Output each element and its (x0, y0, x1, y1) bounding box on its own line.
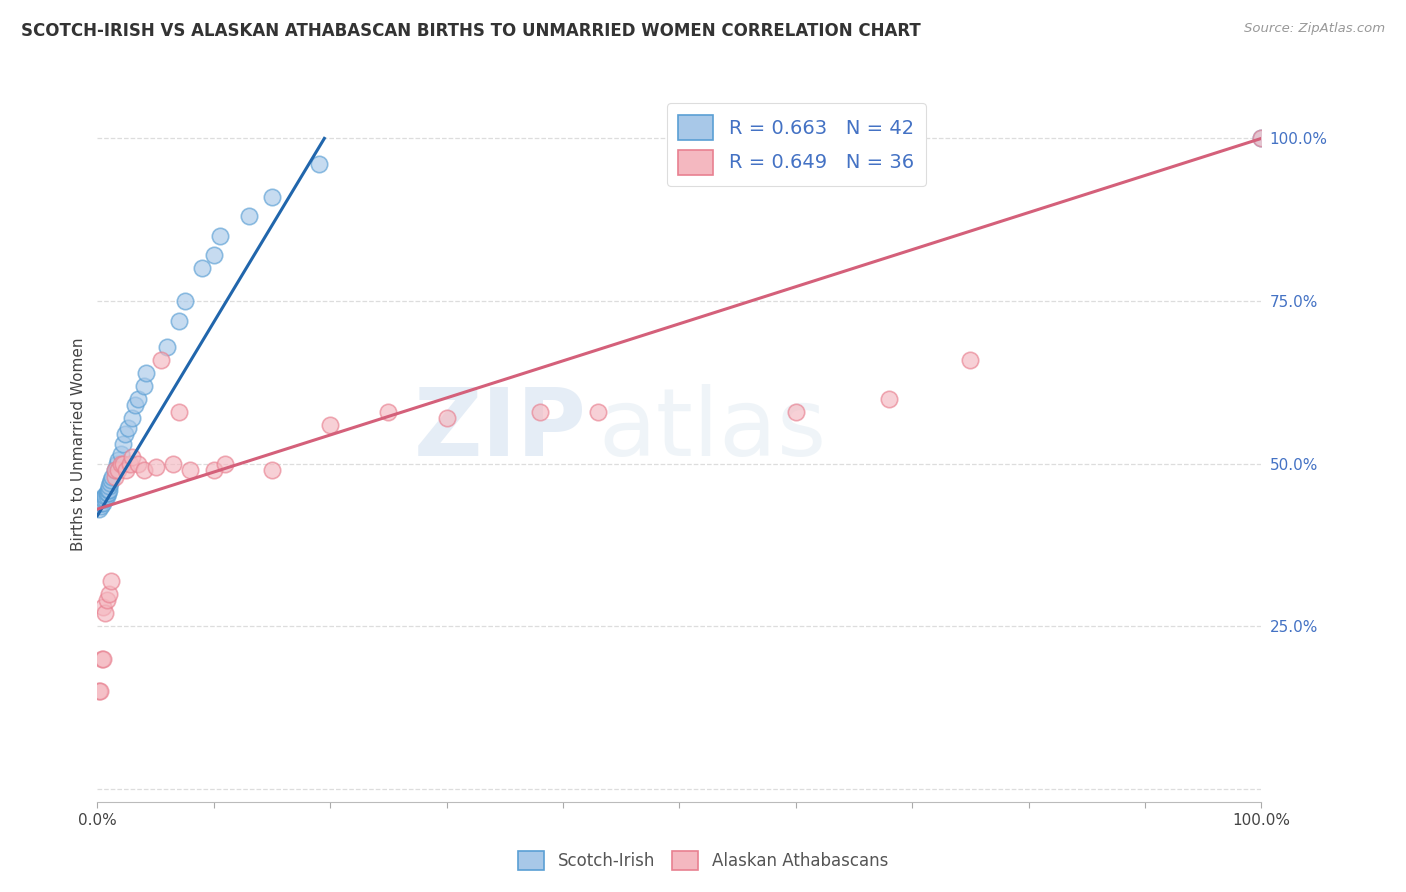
Point (436, 411, 458, 425)
Point (115, 463, 138, 477)
Point (121, 411, 143, 425)
Point (98, 483, 121, 497)
Point (260, 463, 283, 477)
Point (111, 437, 134, 451)
Point (91, 492, 114, 507)
Point (94, 492, 117, 507)
Point (104, 469, 127, 483)
Point (319, 417, 342, 432)
Point (124, 398, 146, 412)
Legend: R = 0.663   N = 42, R = 0.649   N = 36: R = 0.663 N = 42, R = 0.649 N = 36 (666, 103, 925, 186)
Text: ZIP: ZIP (413, 384, 586, 475)
Point (167, 404, 190, 418)
Point (202, 463, 225, 477)
Point (96, 593, 118, 607)
Point (167, 313, 190, 327)
Point (111, 457, 134, 471)
Point (98, 476, 121, 491)
Point (150, 352, 173, 367)
Point (145, 459, 167, 474)
Point (87, 684, 110, 698)
Y-axis label: Births to Unmarried Women: Births to Unmarried Women (72, 337, 86, 551)
Point (104, 463, 127, 477)
Point (529, 404, 551, 418)
Point (173, 293, 195, 308)
Point (87, 495, 110, 509)
Point (118, 457, 141, 471)
Point (1250, 131, 1272, 145)
Point (105, 457, 128, 471)
Point (132, 378, 155, 392)
Point (162, 457, 184, 471)
Point (238, 210, 260, 224)
Point (101, 469, 124, 483)
Point (586, 404, 609, 418)
Point (110, 457, 132, 471)
Point (98, 587, 121, 601)
Point (91, 599, 114, 614)
Point (377, 404, 399, 418)
Point (94, 489, 117, 503)
Point (877, 392, 900, 406)
Point (208, 229, 231, 244)
Point (785, 404, 807, 418)
Text: Source: ZipAtlas.com: Source: ZipAtlas.com (1244, 22, 1385, 36)
Point (107, 453, 129, 467)
Text: atlas: atlas (598, 384, 827, 475)
Point (156, 339, 179, 353)
Point (96, 489, 118, 503)
Point (98, 479, 121, 493)
Point (114, 427, 136, 442)
Point (93, 489, 115, 503)
Point (959, 352, 981, 367)
Point (179, 463, 201, 477)
Point (260, 190, 283, 204)
Point (90, 499, 112, 513)
Point (202, 248, 225, 262)
Point (100, 473, 122, 487)
Point (91, 492, 114, 507)
Point (90, 495, 112, 509)
Point (191, 261, 214, 276)
Point (135, 366, 157, 380)
Point (91, 651, 114, 665)
Point (127, 457, 149, 471)
Point (117, 421, 139, 435)
Point (214, 457, 236, 471)
Point (89, 684, 111, 698)
Point (91, 651, 114, 665)
Point (97, 486, 120, 500)
Point (121, 450, 143, 464)
Point (308, 157, 330, 171)
Point (94, 606, 117, 620)
Point (107, 463, 129, 477)
Point (127, 392, 149, 406)
Point (91, 495, 114, 509)
Point (104, 463, 127, 477)
Legend: Scotch-Irish, Alaskan Athabascans: Scotch-Irish, Alaskan Athabascans (512, 844, 894, 877)
Point (110, 447, 132, 461)
Point (97, 483, 120, 497)
Point (1250, 131, 1272, 145)
Point (87, 502, 110, 516)
Point (96, 486, 118, 500)
Point (132, 463, 155, 477)
Point (100, 574, 122, 588)
Point (104, 463, 127, 477)
Text: SCOTCH-IRISH VS ALASKAN ATHABASCAN BIRTHS TO UNMARRIED WOMEN CORRELATION CHART: SCOTCH-IRISH VS ALASKAN ATHABASCAN BIRTH… (21, 22, 921, 40)
